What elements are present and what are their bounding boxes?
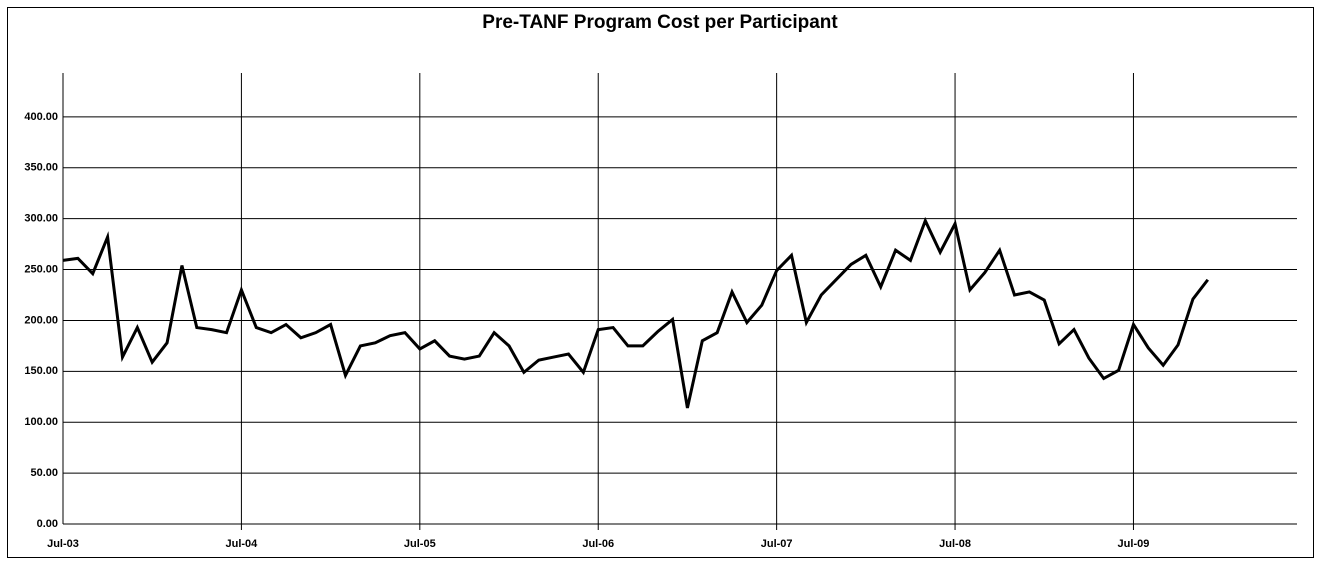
y-tick-label: 200.00 — [24, 314, 58, 326]
y-tick-label: 150.00 — [24, 365, 58, 377]
y-tick-label: 50.00 — [30, 467, 58, 479]
y-tick-label: 300.00 — [24, 213, 58, 225]
x-tick-label: Jul-07 — [761, 538, 793, 550]
data-line — [62, 216, 1209, 409]
y-tick-label: 100.00 — [24, 416, 58, 428]
x-tick-label: Jul-06 — [582, 538, 614, 550]
y-tick-label: 400.00 — [24, 111, 58, 123]
y-tick-label: 350.00 — [24, 162, 58, 174]
x-tick-label: Jul-04 — [226, 538, 259, 550]
x-tick-label: Jul-08 — [939, 538, 971, 550]
x-tick-label: Jul-03 — [47, 538, 79, 550]
y-tick-label: 0.00 — [37, 518, 58, 530]
x-tick-label: Jul-05 — [404, 538, 436, 550]
chart-title: Pre-TANF Program Cost per Participant — [482, 12, 838, 33]
y-tick-label: 250.00 — [24, 263, 58, 275]
chart-frame — [7, 7, 1314, 558]
x-tick-label: Jul-09 — [1118, 538, 1150, 550]
